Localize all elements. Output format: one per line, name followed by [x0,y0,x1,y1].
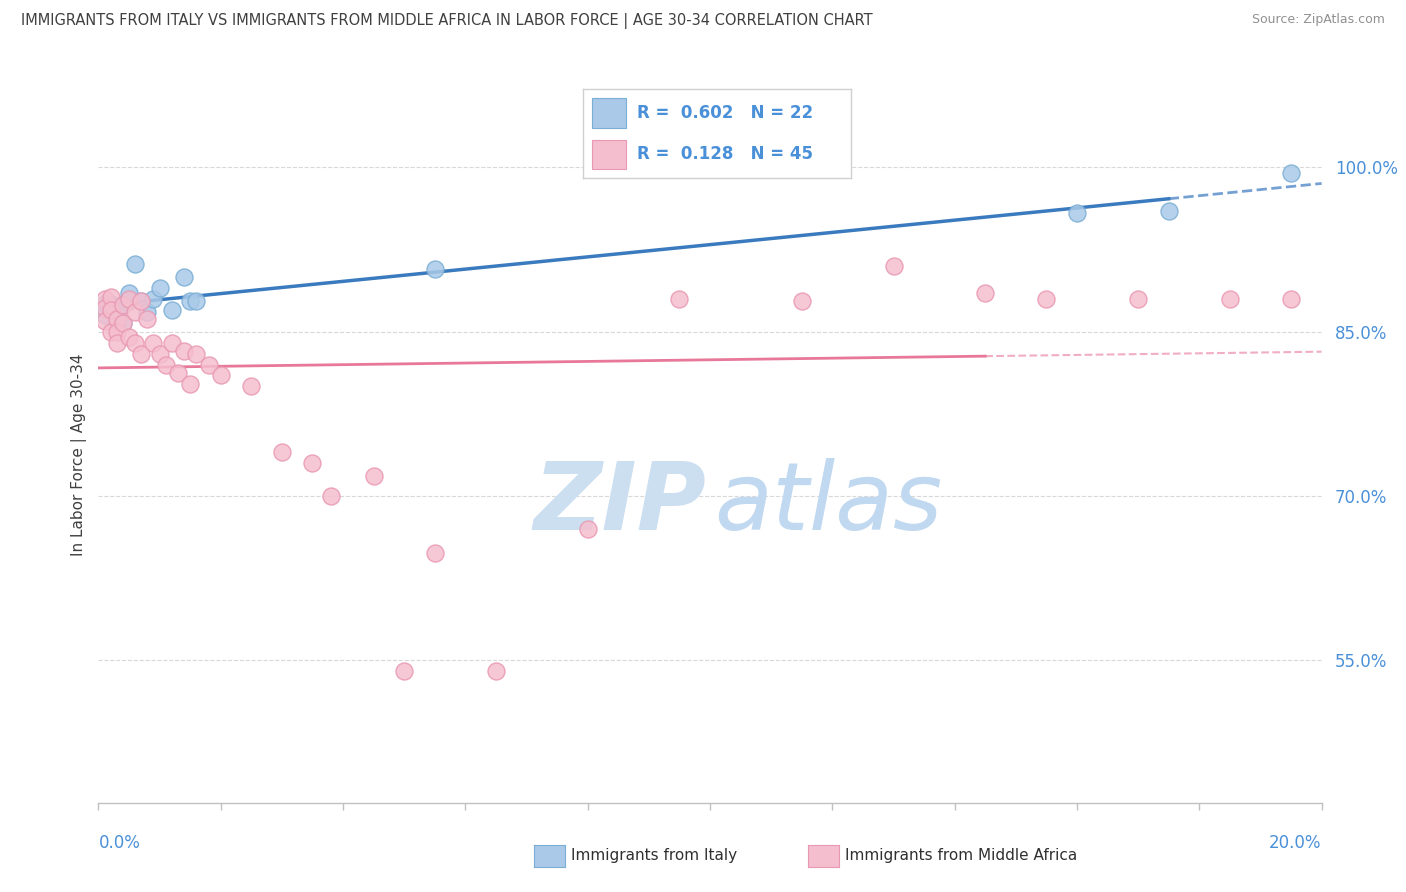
Point [124,257,146,271]
Point [319,489,342,503]
Point [197,358,219,372]
Point [173,269,195,284]
Point [160,335,183,350]
Point [142,335,165,350]
Text: ZIP: ZIP [533,458,706,549]
Text: R =  0.128   N = 45: R = 0.128 N = 45 [637,145,813,163]
Text: R =  0.602   N = 22: R = 0.602 N = 22 [637,103,813,122]
Point [93,301,115,315]
Point [129,293,152,308]
Point [423,262,446,277]
Point [974,286,997,301]
Point [136,311,159,326]
Point [186,293,208,308]
Point [301,456,323,470]
Text: Immigrants from Middle Africa: Immigrants from Middle Africa [845,848,1077,863]
Point [105,311,128,326]
Point [1219,292,1241,306]
Point [129,293,152,308]
Y-axis label: In Labor Force | Age 30-34: In Labor Force | Age 30-34 [72,353,87,557]
Text: Immigrants from Italy: Immigrants from Italy [571,848,737,863]
Point [136,305,159,319]
Point [111,298,134,312]
Point [179,293,201,308]
Point [1279,166,1302,180]
Point [576,522,599,536]
Point [100,302,122,317]
Point [173,344,195,359]
Point [668,292,690,306]
Point [111,297,134,311]
Point [105,314,128,328]
Point [179,377,201,392]
Point [93,314,115,328]
Point [392,665,416,679]
Point [105,335,128,350]
FancyBboxPatch shape [592,140,626,169]
Point [167,366,190,380]
Point [270,445,292,459]
Text: 0.0%: 0.0% [98,834,141,852]
Point [149,281,172,295]
Point [124,305,146,319]
Point [93,308,115,322]
Point [118,330,141,344]
Point [1279,292,1302,306]
Point [100,325,122,339]
Point [118,286,141,301]
Point [1128,292,1150,306]
Point [1066,206,1088,220]
Text: IMMIGRANTS FROM ITALY VS IMMIGRANTS FROM MIDDLE AFRICA IN LABOR FORCE | AGE 30-3: IMMIGRANTS FROM ITALY VS IMMIGRANTS FROM… [21,13,873,29]
Point [186,346,208,360]
Point [883,259,905,273]
Point [100,290,122,304]
Point [93,297,115,311]
Point [1157,204,1180,219]
Point [105,325,128,339]
Point [100,297,122,311]
Point [142,292,165,306]
Point [124,335,146,350]
Point [155,358,177,372]
Point [160,302,183,317]
Text: atlas: atlas [714,458,942,549]
Point [111,316,134,330]
Point [118,293,141,308]
Point [118,292,141,306]
Point [363,469,385,483]
Point [93,292,115,306]
Point [240,379,263,393]
Point [209,368,232,383]
Point [129,346,152,360]
Point [485,665,508,679]
FancyBboxPatch shape [592,98,626,128]
Text: 20.0%: 20.0% [1270,834,1322,852]
Point [423,546,446,560]
Point [149,346,172,360]
Point [111,316,134,330]
Point [105,302,128,317]
Text: Source: ZipAtlas.com: Source: ZipAtlas.com [1251,13,1385,27]
Point [790,293,813,308]
Point [1035,292,1057,306]
